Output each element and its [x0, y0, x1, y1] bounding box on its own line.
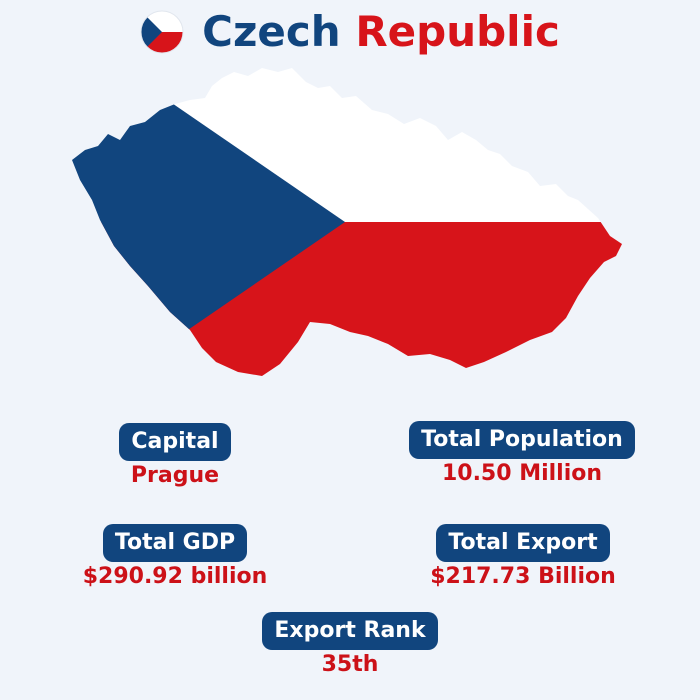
capital-label: Capital: [119, 423, 231, 461]
export-label: Total Export: [436, 524, 610, 562]
gdp-label: Total GDP: [102, 524, 248, 562]
export-rank-value: 35th: [321, 652, 379, 677]
title-country-second: Republic: [355, 7, 560, 56]
export-rank-stat: Export Rank 35th: [230, 612, 470, 679]
gdp-stat: Total GDP $290.92 billion: [62, 524, 288, 591]
export-stat: Total Export $217.73 Billion: [400, 524, 646, 591]
title-country-first: Czech: [202, 7, 341, 56]
export-rank-label: Export Rank: [262, 612, 438, 650]
gdp-value: $290.92 billion: [82, 564, 268, 589]
country-map-flag: [72, 68, 622, 376]
capital-value: Prague: [130, 463, 220, 488]
capital-stat: Capital Prague: [80, 423, 270, 490]
czech-flag-icon: [140, 10, 184, 54]
export-value: $217.73 Billion: [430, 564, 616, 589]
population-label: Total Population: [409, 421, 635, 459]
population-stat: Total Population 10.50 Million: [372, 421, 672, 488]
page-title: Czech Republic: [0, 8, 700, 56]
population-value: 10.50 Million: [441, 461, 603, 486]
